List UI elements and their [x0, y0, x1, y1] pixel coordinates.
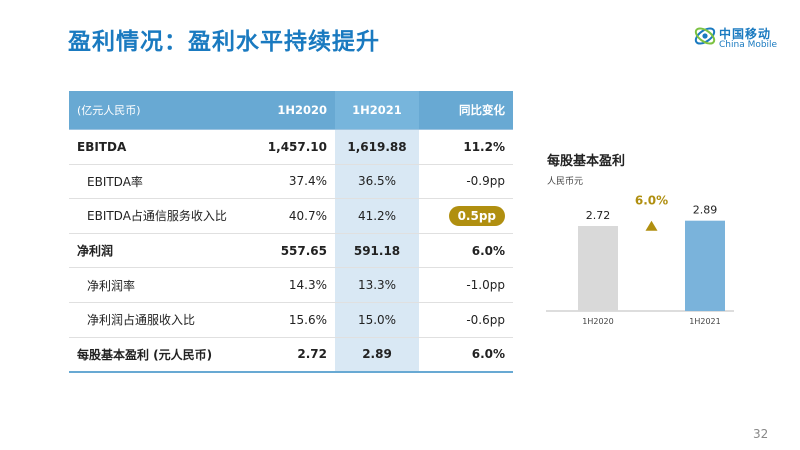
- table-row: 净利润占通服收入比 15.6% 15.0% -0.6pp: [69, 302, 513, 338]
- value-1h2021: 1,619.88: [335, 129, 419, 165]
- value-yoy: 6.0%: [419, 233, 513, 269]
- china-mobile-logo-icon: [694, 27, 716, 45]
- row-label: EBITDA占通信服务收入比: [69, 198, 253, 234]
- row-label: EBITDA: [69, 129, 253, 165]
- column-header-1h2021: 1H2021: [335, 91, 419, 130]
- value-1h2021: 15.0%: [335, 302, 419, 338]
- value-1h2020: 40.7%: [253, 198, 335, 234]
- row-label: EBITDA率: [69, 164, 253, 200]
- row-label: 净利润占通服收入比: [69, 302, 253, 338]
- value-1h2021: 41.2%: [335, 198, 419, 234]
- value-1h2021: 36.5%: [335, 164, 419, 200]
- table-row: 净利润率 14.3% 13.3% -1.0pp: [69, 267, 513, 303]
- row-label: 净利润: [69, 233, 253, 269]
- eps-bar-chart: 2.72 1H2020 2.89 1H2021 6.0%: [546, 194, 734, 326]
- highlight-badge: 0.5pp: [448, 205, 505, 226]
- logo-text-cn: 中国移动: [719, 27, 772, 41]
- unit-label: (亿元人民币): [69, 91, 253, 130]
- data-label: 2.72: [586, 209, 611, 222]
- value-yoy: -0.9pp: [419, 164, 513, 200]
- value-1h2020: 37.4%: [253, 164, 335, 200]
- value-1h2021: 591.18: [335, 233, 419, 269]
- financial-table: (亿元人民币) 1H2020 1H2021 同比变化 EBITDA 1,457.…: [69, 91, 513, 374]
- data-label: 2.89: [693, 204, 718, 217]
- bar-1h2020: [578, 226, 618, 311]
- table-row: 每股基本盈利 (元人民币) 2.72 2.89 6.0%: [69, 337, 513, 374]
- value-1h2020: 14.3%: [253, 267, 335, 303]
- value-1h2020: 15.6%: [253, 302, 335, 338]
- value-yoy: 0.5pp: [419, 198, 513, 234]
- value-yoy: 6.0%: [419, 337, 513, 374]
- value-1h2020: 557.65: [253, 233, 335, 269]
- value-yoy: -0.6pp: [419, 302, 513, 338]
- column-header-yoy: 同比变化: [419, 91, 513, 130]
- row-label: 净利润率: [69, 267, 253, 303]
- column-header-1h2020: 1H2020: [253, 91, 335, 130]
- value-1h2020: 2.72: [253, 337, 335, 374]
- page-number: 32: [753, 427, 769, 441]
- table-row: EBITDA率 37.4% 36.5% -0.9pp: [69, 164, 513, 200]
- value-1h2021: 2.89: [335, 337, 419, 374]
- value-yoy: 11.2%: [419, 129, 513, 165]
- up-arrow-icon: [645, 220, 658, 231]
- row-label: 每股基本盈利 (元人民币): [69, 337, 253, 374]
- growth-label: 6.0%: [635, 194, 668, 208]
- table-row: EBITDA 1,457.10 1,619.88 11.2%: [69, 129, 513, 165]
- value-yoy: -1.0pp: [419, 267, 513, 303]
- value-1h2021: 13.3%: [335, 267, 419, 303]
- chart-unit-label: 人民币元: [547, 177, 584, 187]
- value-1h2020: 1,457.10: [253, 129, 335, 165]
- china-mobile-logo: 中国移动 China Mobile: [693, 24, 779, 54]
- x-tick-label: 1H2020: [582, 317, 613, 326]
- x-tick-label: 1H2021: [689, 317, 720, 326]
- page-title: 盈利情况：盈利水平持续提升: [68, 29, 380, 55]
- table-row: EBITDA占通信服务收入比 40.7% 41.2% 0.5pp: [69, 198, 513, 234]
- bar-1h2021: [685, 220, 725, 311]
- table-header-row: (亿元人民币) 1H2020 1H2021 同比变化: [69, 91, 513, 130]
- table-row: 净利润 557.65 591.18 6.0%: [69, 233, 513, 269]
- chart-title: 每股基本盈利: [547, 154, 626, 169]
- logo-text-en: China Mobile: [719, 40, 778, 50]
